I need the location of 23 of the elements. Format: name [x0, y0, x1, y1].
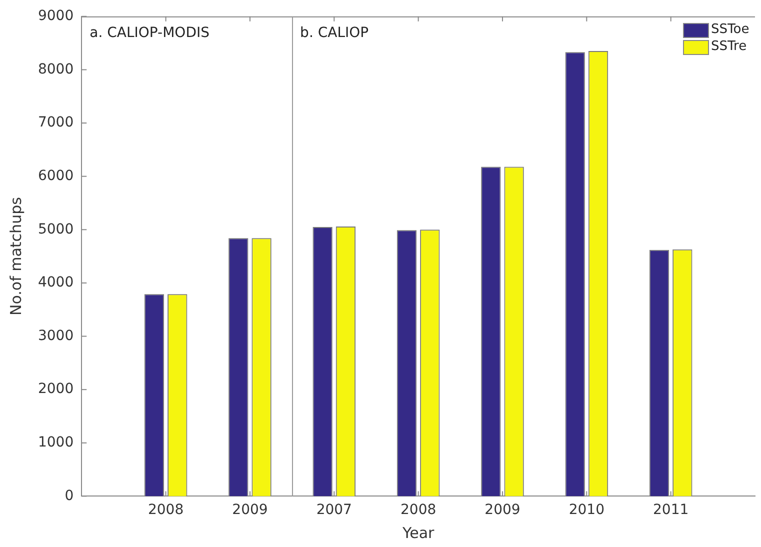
x-tick-label: 2011 — [653, 502, 689, 518]
y-tick-label: 2000 — [38, 381, 74, 398]
y-tick-label: 6000 — [38, 168, 74, 184]
y-axis-title: No.of matchups — [6, 196, 25, 316]
y-tick-label: 9000 — [38, 8, 74, 24]
y-tick-label: 3000 — [38, 328, 74, 344]
y-tick-label: 4000 — [38, 274, 74, 291]
x-tick-label: 2009 — [484, 502, 520, 518]
y-tick-label: 5000 — [38, 221, 74, 238]
y-tick-label: 7000 — [38, 114, 74, 131]
x-tick-label: 2010 — [568, 502, 604, 518]
x-tick-label: 2008 — [400, 502, 436, 518]
x-tick-label: 2009 — [232, 502, 268, 518]
legend-label: SSTre — [711, 39, 747, 56]
annotation: a. CALIOP-MODIS — [90, 25, 210, 42]
y-tick-label: 1000 — [38, 434, 74, 451]
x-axis-title: Year — [401, 524, 436, 542]
annotation: b. CALIOP — [300, 25, 369, 42]
legend-label: SSToe — [711, 22, 750, 38]
y-tick-label: 8000 — [38, 61, 74, 78]
y-tick-label: 0 — [64, 488, 74, 504]
x-tick-label: 2008 — [148, 502, 184, 518]
x-tick-label: 2007 — [316, 502, 352, 518]
